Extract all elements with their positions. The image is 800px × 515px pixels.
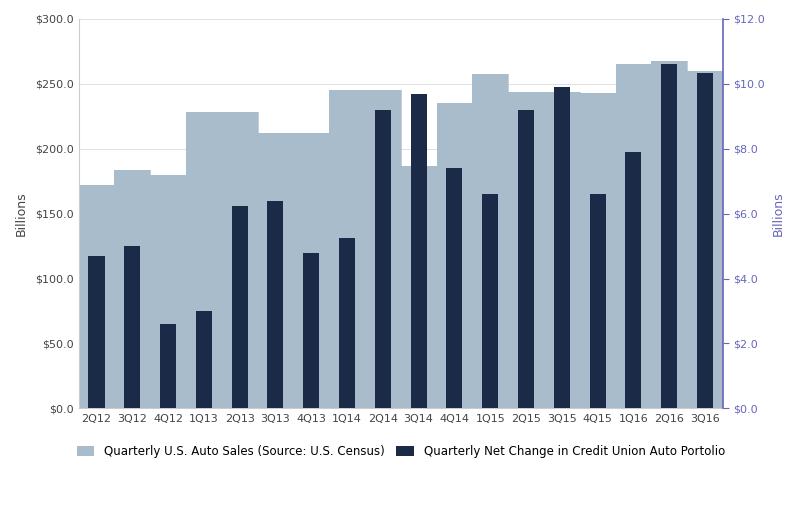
Bar — [374, 110, 391, 408]
Bar — [124, 246, 140, 408]
Bar — [160, 324, 176, 408]
Bar — [697, 73, 713, 408]
Bar — [661, 64, 678, 408]
Bar — [88, 256, 105, 408]
Bar — [446, 168, 462, 408]
Bar — [410, 94, 426, 408]
Bar — [626, 152, 642, 408]
Legend: Quarterly U.S. Auto Sales (Source: U.S. Census), Quarterly Net Change in Credit : Quarterly U.S. Auto Sales (Source: U.S. … — [72, 440, 730, 463]
Bar — [339, 238, 355, 408]
Bar — [518, 110, 534, 408]
Bar — [303, 253, 319, 408]
Bar — [554, 87, 570, 408]
Y-axis label: Billions: Billions — [772, 192, 785, 236]
Y-axis label: Billions: Billions — [15, 192, 28, 236]
Bar — [267, 201, 283, 408]
Bar — [231, 205, 248, 408]
Bar — [482, 194, 498, 408]
Bar — [590, 194, 606, 408]
Bar — [196, 311, 212, 408]
